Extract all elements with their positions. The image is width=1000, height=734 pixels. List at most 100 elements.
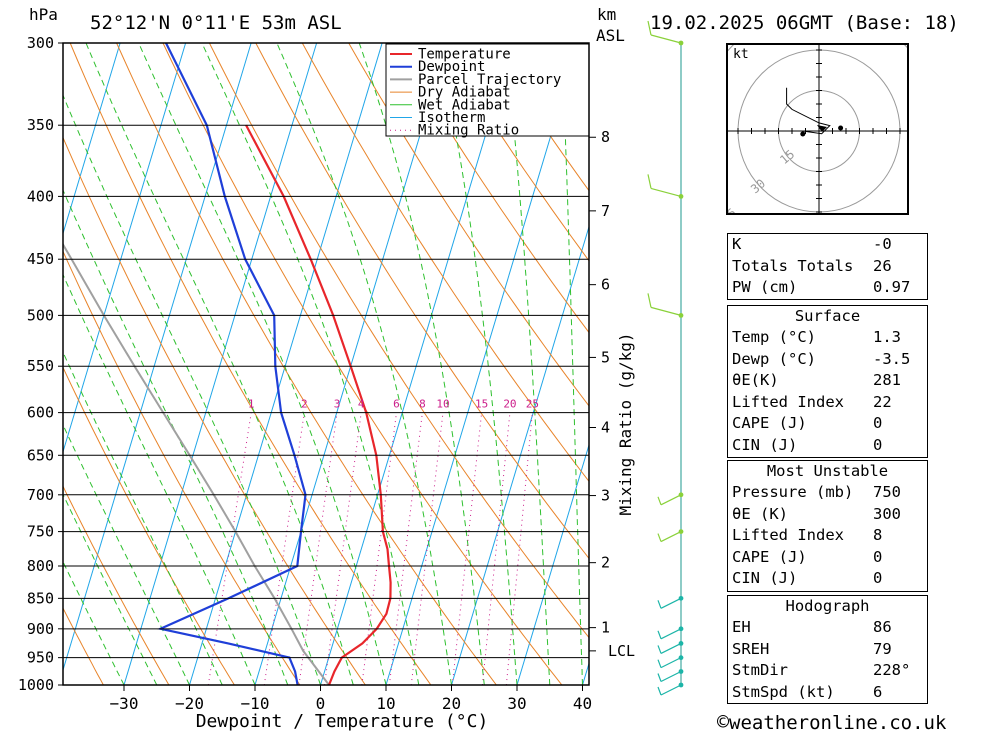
surface-title: Surface (794, 307, 861, 325)
hodograph-panel: kt 15 30 45 (697, 9, 941, 253)
hodograph-point (838, 125, 844, 131)
mixing-ratio-line (505, 412, 533, 685)
mu-label: CIN (J) (732, 569, 798, 587)
dry-adiabat-line (301, 43, 589, 483)
hodo-stat-label: SREH (732, 639, 770, 658)
isotherm-line (63, 43, 187, 454)
hodo-stat-label: EH (732, 618, 751, 636)
isotherm-line (451, 225, 589, 685)
hodograph-point (800, 131, 806, 137)
mu-label: Pressure (mb) (732, 483, 854, 501)
wind-barb (650, 306, 682, 316)
wind-barb (660, 684, 682, 696)
hodograph-ring-label: 45 (728, 205, 739, 213)
surface-value: 1.3 (873, 328, 901, 346)
mu-value: 750 (873, 483, 901, 501)
wet-adiabat-line (63, 560, 125, 685)
dry-adiabat-line (348, 43, 589, 407)
temperature-tick-label: 20 (442, 694, 461, 713)
surface-row: CAPE (J) 0 (728, 413, 927, 435)
temperature-tick-label: 10 (376, 694, 395, 713)
hodo-stat-value: 86 (873, 618, 892, 636)
dry-adiabat-line (63, 136, 366, 685)
datetime-title: 19.02.2025 06GMT (Base: 18) (650, 12, 959, 34)
height-unit-label: km (597, 5, 616, 24)
plot-frame (62, 42, 590, 686)
wet-adiabat-line (437, 43, 518, 685)
legend-entry: Isotherm (418, 110, 485, 126)
height-unit-sublabel: ASL (596, 26, 625, 45)
isotherm-line (63, 43, 121, 236)
pressure-tick-label: 450 (27, 250, 54, 268)
x-axis-title: Dewpoint / Temperature (°C) (196, 711, 489, 732)
height-tick-label: 7 (601, 202, 610, 220)
hodograph-stats-row: StmDir 228° (728, 660, 927, 682)
hodograph-stats-title: Hodograph (785, 597, 870, 615)
height-tick-label: 8 (601, 128, 610, 146)
index-value: -0 (873, 235, 892, 253)
temperature-tick-label: 40 (573, 694, 592, 713)
surface-value: 22 (873, 392, 892, 411)
location-title: 52°12'N 0°11'E 53m ASL (90, 12, 342, 34)
mu-value: 0 (873, 547, 883, 566)
mixing-ratio-line (481, 412, 511, 685)
mixing-ratio-label: 2 (301, 398, 308, 411)
surface-row: Dewp (°C) -3.5 (728, 349, 927, 371)
most-unstable-row: θE (K) 300 (728, 504, 927, 526)
height-tick-label: 6 (601, 276, 610, 294)
wet-adiabat-line (63, 493, 158, 685)
mu-value: 8 (873, 526, 883, 544)
surface-value: 0 (873, 435, 883, 454)
wind-barb-flag (647, 20, 652, 36)
mixing-ratio-axis-title: Mixing Ratio (g/kg) (616, 332, 635, 515)
surface-value: 0 (873, 414, 883, 432)
wind-barb (660, 531, 682, 543)
isotherm-line (516, 443, 589, 685)
hodo-stat-label: StmDir (732, 661, 788, 679)
dry-adiabat-line (63, 607, 104, 685)
wind-barb (660, 494, 682, 506)
legend-entry: Wet Adiabat (418, 97, 511, 113)
mixing-ratio-line (263, 412, 305, 685)
pressure-tick-label: 300 (27, 34, 54, 52)
wind-barb (660, 657, 682, 669)
temperature-tick-label: −10 (241, 694, 270, 713)
index-label: Totals Totals (732, 256, 854, 275)
most-unstable-title: Most Unstable (766, 462, 889, 480)
pressure-tick-label: 700 (27, 486, 54, 504)
surface-label: CAPE (J) (732, 414, 807, 432)
legend-entry: Dry Adiabat (418, 85, 511, 101)
most-unstable-row: CIN (J) 0 (728, 568, 927, 590)
temperature-tick-label: −20 (175, 694, 204, 713)
temperature-tick-label: 30 (507, 694, 526, 713)
indices-panel: K -0 Totals Totals 26 PW (cm) 0.97 (727, 233, 928, 300)
wet-adiabat-line (85, 43, 354, 685)
pressure-tick-label: 800 (27, 557, 54, 575)
wind-barb (660, 642, 682, 654)
index-row-totals: Totals Totals 26 (728, 256, 927, 278)
weatheronline-credit-link[interactable]: ©weatheronline.co.uk (717, 710, 946, 734)
surface-row: Temp (°C) 1.3 (728, 327, 927, 349)
index-value: 26 (873, 256, 892, 275)
wind-level-dot (678, 655, 684, 661)
mixing-ratio-label: 6 (393, 398, 400, 411)
wind-barb (660, 628, 682, 640)
wind-barb (650, 34, 682, 44)
mixing-ratio-label: 15 (475, 398, 488, 411)
wind-barb-flag (647, 293, 652, 308)
legend-entry: Temperature (418, 47, 511, 63)
wet-adiabat-line (561, 43, 583, 685)
surface-value: -3.5 (873, 349, 911, 368)
pressure-tick-label: 350 (27, 116, 54, 134)
height-tick-label: 4 (601, 419, 610, 437)
wind-barb-flag (657, 533, 662, 542)
pressure-tick-label: 950 (27, 649, 54, 667)
most-unstable-row: CAPE (J) 0 (728, 547, 927, 569)
height-tick-label: 1 (601, 619, 610, 637)
hodograph-unit-label: kt (733, 47, 749, 62)
mixing-ratio-line (298, 412, 338, 685)
height-tick-label: 3 (601, 487, 610, 505)
mixing-ratio-line (324, 412, 362, 685)
